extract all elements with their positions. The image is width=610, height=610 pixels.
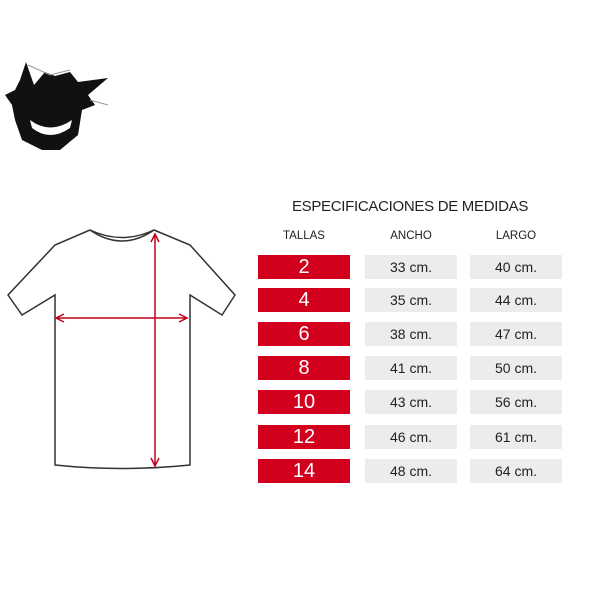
table-title: ESPECIFICACIONES DE MEDIDAS [291,198,529,215]
tshirt-diagram [7,229,236,470]
ancho-cell: 33 cm. [365,255,457,279]
ancho-cell: 38 cm. [365,322,457,346]
size-cell: 6 [258,322,350,346]
table-row: 10 43 cm. 56 cm. [258,390,564,414]
table-row: 12 46 cm. 61 cm. [258,425,564,449]
size-cell: 14 [258,459,350,483]
largo-cell: 56 cm. [470,390,562,414]
table-row: 8 41 cm. 50 cm. [258,356,564,380]
ancho-cell: 46 cm. [365,425,457,449]
table-row: 2 33 cm. 40 cm. [258,255,564,279]
header-tallas: TALLAS [283,230,325,242]
table-row: 6 38 cm. 47 cm. [258,322,564,346]
table-row: 14 48 cm. 64 cm. [258,459,564,483]
ancho-cell: 35 cm. [365,288,457,312]
size-cell: 8 [258,356,350,380]
header-largo: LARGO [495,230,537,242]
size-cell: 2 [258,255,350,279]
size-cell: 12 [258,425,350,449]
ancho-cell: 48 cm. [365,459,457,483]
header-ancho: ANCHO [390,230,432,242]
largo-cell: 47 cm. [470,322,562,346]
size-cell: 10 [258,390,350,414]
largo-cell: 64 cm. [470,459,562,483]
ghost-monster-logo [5,62,109,150]
largo-cell: 44 cm. [470,288,562,312]
largo-cell: 61 cm. [470,425,562,449]
size-cell: 4 [258,288,350,312]
table-row: 4 35 cm. 44 cm. [258,288,564,312]
ancho-cell: 43 cm. [365,390,457,414]
ancho-cell: 41 cm. [365,356,457,380]
largo-cell: 40 cm. [470,255,562,279]
largo-cell: 50 cm. [470,356,562,380]
